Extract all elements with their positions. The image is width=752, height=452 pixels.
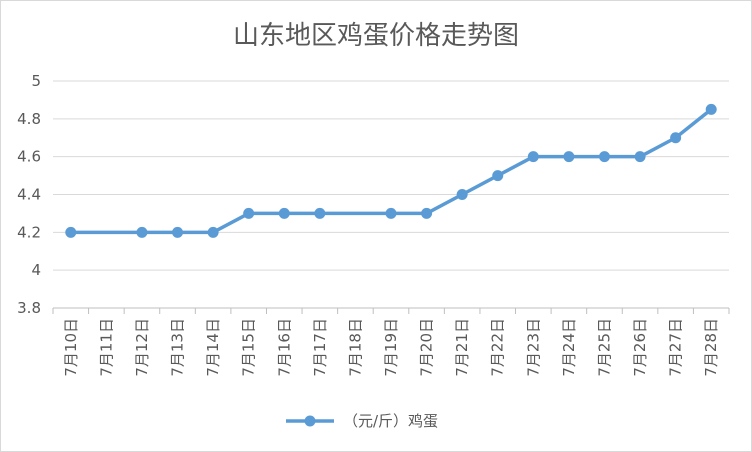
y-tick-label: 4.6 (17, 148, 41, 166)
y-axis-ticks: 3.8 4 4.2 4.4 4.6 4.8 5 (17, 72, 41, 317)
x-tick-label: 7月21日 (453, 318, 471, 377)
y-tick-label: 4.2 (17, 223, 41, 241)
x-tick-label: 7月17日 (311, 318, 329, 377)
legend-label: （元/斤）鸡蛋 (343, 412, 438, 430)
x-tick-label: 7月23日 (524, 318, 542, 377)
x-tick-label: 7月24日 (560, 318, 578, 377)
data-point[interactable] (492, 170, 504, 182)
x-tick-label: 7月26日 (631, 318, 649, 377)
data-point[interactable] (243, 207, 255, 219)
data-point[interactable] (314, 207, 326, 219)
data-point[interactable] (172, 226, 184, 238)
y-tick-label: 5 (31, 72, 41, 90)
y-tick-label: 4.4 (17, 186, 41, 204)
data-point[interactable] (456, 189, 468, 200)
x-tick-label: 7月27日 (667, 318, 685, 377)
x-axis-ticks: 7月10日 7月11日 7月12日 7月13日 7月14日 7月15日 7月16日 7月17日… (52, 308, 730, 377)
x-tick-label: 7月25日 (595, 318, 613, 377)
x-tick-label: 7月11日 (97, 318, 115, 377)
data-point[interactable] (634, 151, 646, 163)
data-point[interactable] (421, 207, 433, 219)
data-point[interactable] (65, 226, 77, 238)
x-tick-label: 7月12日 (133, 318, 151, 377)
x-tick-label: 7月19日 (382, 318, 400, 377)
x-tick-label: 7月18日 (346, 318, 364, 377)
legend[interactable]: （元/斤）鸡蛋 (286, 412, 438, 430)
y-tick-label: 3.8 (17, 299, 41, 317)
data-point[interactable] (563, 151, 575, 163)
data-point[interactable] (207, 226, 219, 238)
y-tick-label: 4.8 (17, 110, 41, 128)
data-point[interactable] (385, 207, 397, 219)
x-tick-label: 7月10日 (62, 318, 80, 377)
data-point[interactable] (705, 103, 717, 115)
x-tick-label: 7月16日 (275, 318, 293, 377)
chart-title: 山东地区鸡蛋价格走势图 (233, 21, 519, 51)
series-group (65, 103, 717, 238)
data-point[interactable] (527, 151, 539, 163)
gridlines (53, 80, 729, 309)
x-tick-label: 7月14日 (204, 318, 222, 377)
y-tick-label: 4 (31, 261, 41, 279)
data-point[interactable] (598, 151, 610, 163)
x-tick-label: 7月28日 (702, 318, 720, 377)
data-point[interactable] (278, 207, 290, 219)
x-tick-label: 7月22日 (489, 318, 507, 377)
data-point[interactable] (136, 226, 148, 238)
data-point[interactable] (670, 132, 682, 144)
x-tick-label: 7月15日 (240, 318, 258, 377)
x-tick-label: 7月20日 (418, 318, 436, 377)
legend-dot-marker (304, 415, 316, 427)
x-tick-label: 7月13日 (169, 318, 187, 377)
